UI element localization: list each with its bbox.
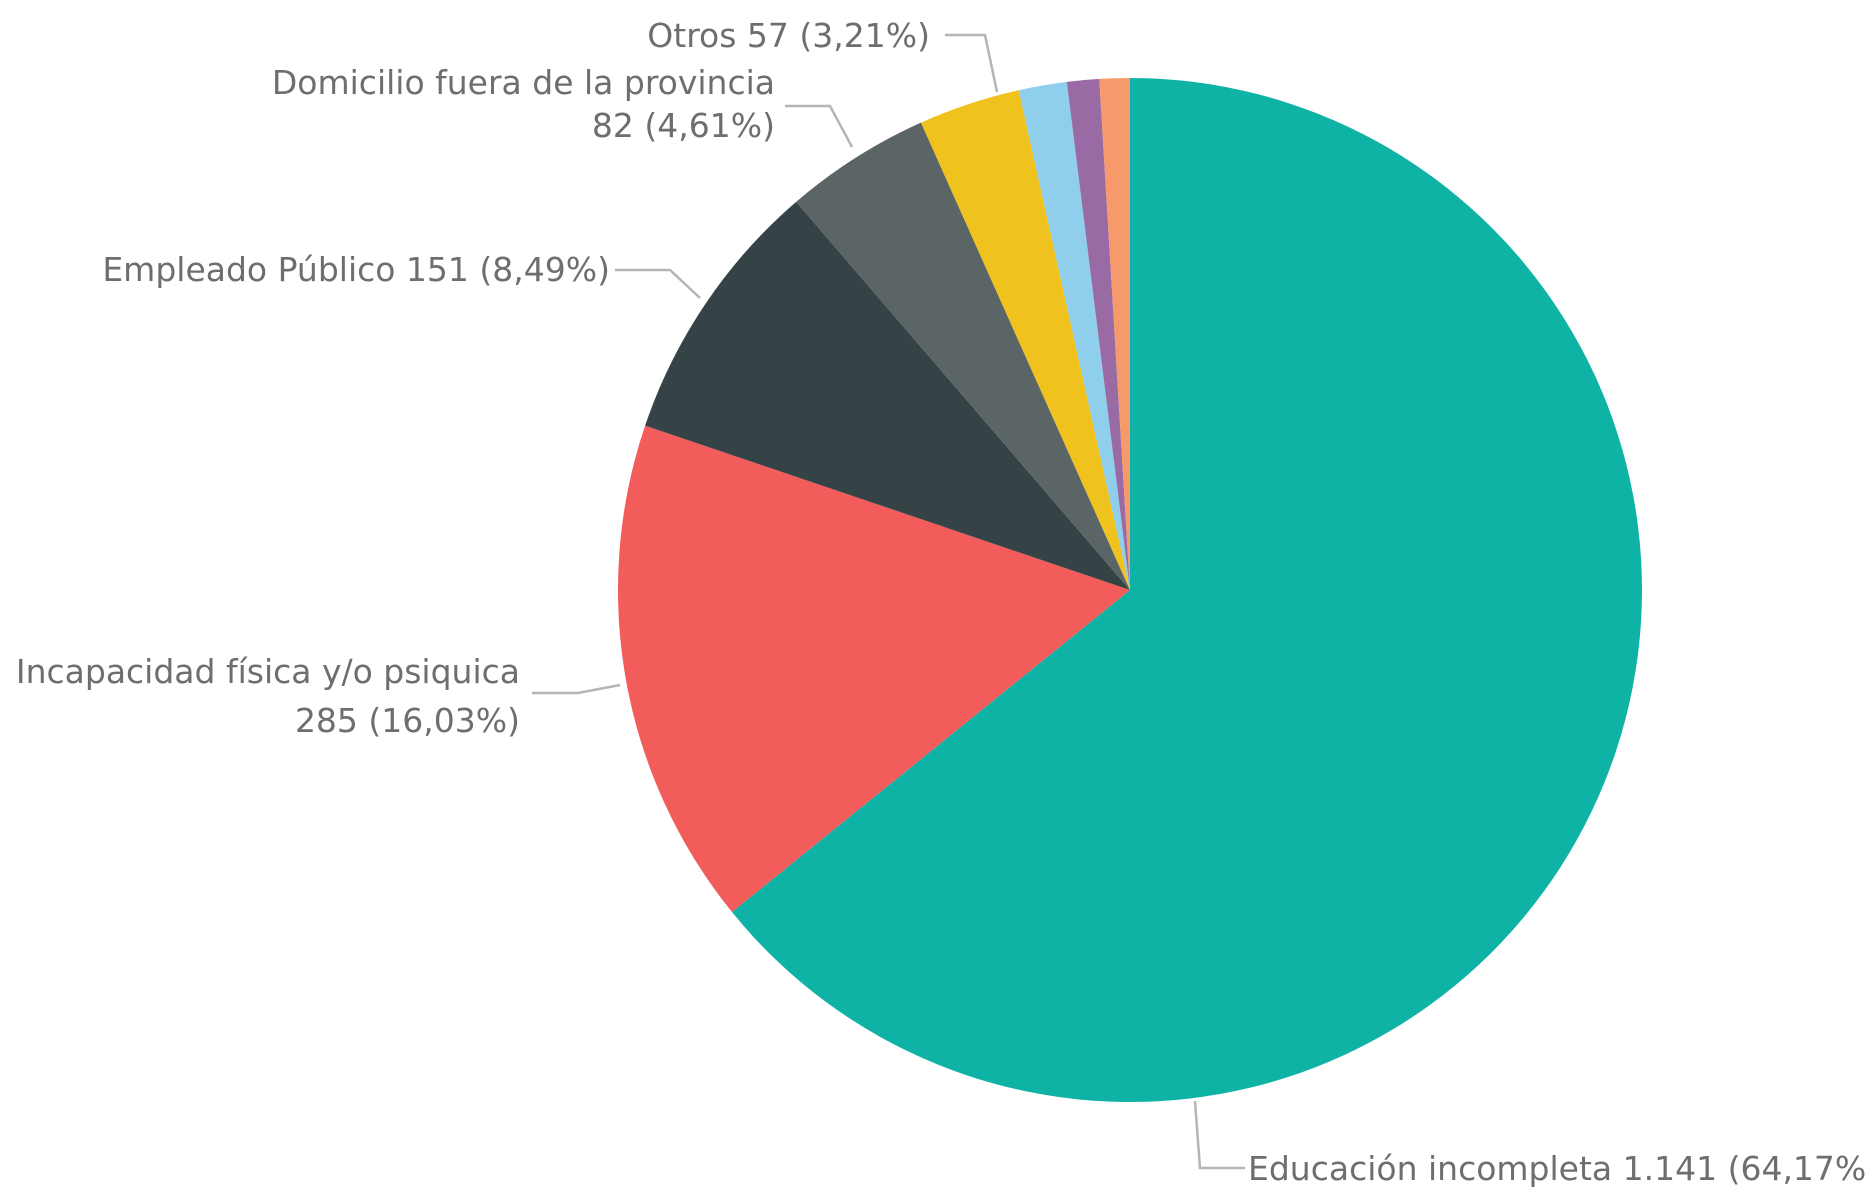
- pie-slices: [617, 77, 1642, 1103]
- leader-line-incapacidad: [532, 683, 621, 695]
- pie-slice-empleado-publico: [645, 201, 1130, 590]
- label-empleado: Empleado Público 151 (8,49%): [102, 250, 610, 289]
- label-incapacidad-line2: 285 (16,03%): [295, 701, 520, 740]
- pie-slice-otros: [920, 90, 1130, 591]
- pie-slice-educacion-incompleta: [731, 78, 1642, 1103]
- label-otros: Otros 57 (3,21%): [647, 16, 930, 55]
- leader-line-otros: [945, 33, 999, 93]
- pie-slice-unlabeled-5: [1018, 81, 1130, 590]
- label-incapacidad-line1: Incapacidad física y/o psiquica: [16, 652, 520, 691]
- pie-slice-domicilio-fuera-de-la-provincia: [796, 122, 1130, 591]
- pie-slice-unlabeled-6: [1066, 78, 1130, 591]
- pie-slice-unlabeled-7: [1099, 77, 1130, 590]
- pie-slice-incapacidad-fisica-y-o-psiquica: [617, 425, 1130, 913]
- leader-line-domicilio: [785, 104, 854, 148]
- label-domicilio-line2: 82 (4,61%): [592, 106, 775, 145]
- label-domicilio-line1: Domicilio fuera de la provincia: [272, 63, 775, 102]
- leader-line-educacion: [1193, 1100, 1245, 1170]
- label-educacion: Educación incompleta 1.141 (64,17%): [1248, 1149, 1866, 1187]
- leader-line-empleado: [615, 268, 701, 299]
